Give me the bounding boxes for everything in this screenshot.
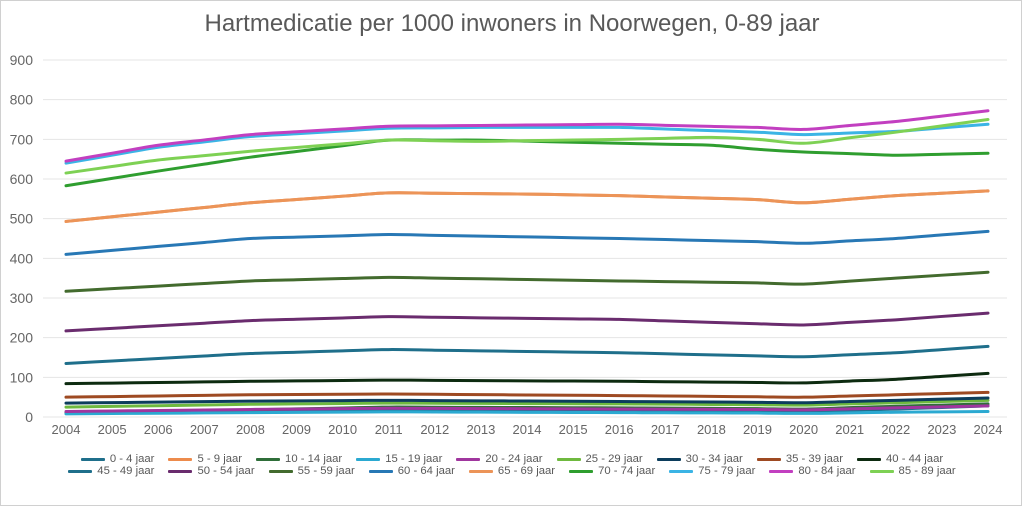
svg-text:2013: 2013 (466, 422, 495, 437)
svg-text:500: 500 (10, 211, 34, 227)
svg-text:2007: 2007 (190, 422, 219, 437)
svg-text:2017: 2017 (651, 422, 680, 437)
svg-text:2011: 2011 (375, 422, 403, 437)
svg-text:400: 400 (10, 250, 34, 266)
svg-text:2006: 2006 (144, 422, 173, 437)
svg-text:2023: 2023 (927, 422, 956, 437)
svg-text:600: 600 (10, 171, 34, 187)
svg-text:2014: 2014 (513, 422, 542, 437)
svg-text:300: 300 (10, 290, 34, 306)
svg-text:200: 200 (10, 330, 34, 346)
svg-text:2012: 2012 (420, 422, 449, 437)
svg-text:2009: 2009 (282, 422, 311, 437)
svg-text:800: 800 (10, 92, 34, 108)
svg-text:2005: 2005 (98, 422, 127, 437)
svg-text:2015: 2015 (559, 422, 588, 437)
svg-text:2008: 2008 (236, 422, 265, 437)
svg-text:2020: 2020 (789, 422, 818, 437)
svg-text:0: 0 (25, 409, 33, 425)
svg-text:2016: 2016 (605, 422, 634, 437)
svg-text:100: 100 (10, 369, 34, 385)
svg-text:700: 700 (10, 131, 34, 147)
svg-text:2019: 2019 (743, 422, 772, 437)
svg-text:2024: 2024 (974, 422, 1003, 437)
svg-text:2022: 2022 (881, 422, 910, 437)
svg-text:2004: 2004 (52, 422, 81, 437)
svg-text:2021: 2021 (835, 422, 864, 437)
svg-text:900: 900 (10, 52, 34, 68)
svg-text:2010: 2010 (328, 422, 357, 437)
svg-text:2018: 2018 (697, 422, 726, 437)
